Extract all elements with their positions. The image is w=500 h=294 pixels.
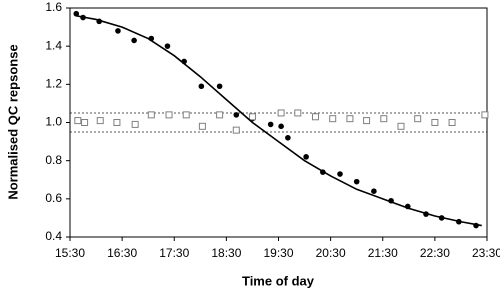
data-point xyxy=(294,109,302,117)
data-point xyxy=(113,119,121,126)
data-point xyxy=(278,123,284,130)
y-tick-label: 0.8 xyxy=(45,153,62,167)
data-point xyxy=(346,115,354,123)
y-tick-label: 1.6 xyxy=(45,0,62,14)
y-tick-label: 0.6 xyxy=(45,191,62,205)
x-tick-label: 17:30 xyxy=(159,246,189,260)
fit-line xyxy=(75,14,482,227)
y-tick-label: 0.4 xyxy=(45,229,62,243)
y-tick-label: 1.0 xyxy=(45,115,62,129)
x-tick-label: 18:30 xyxy=(211,246,241,260)
y-tick-label: 1.4 xyxy=(45,38,62,52)
x-tick-label: 16:30 xyxy=(107,246,137,260)
x-axis-label: Time of day xyxy=(242,273,315,288)
data-point xyxy=(329,115,337,123)
data-point xyxy=(337,171,343,177)
data-point xyxy=(232,126,240,134)
data-point xyxy=(380,115,388,123)
data-point xyxy=(131,120,139,128)
data-point xyxy=(165,111,173,119)
data-point xyxy=(397,122,405,130)
x-tick-label: 20:30 xyxy=(316,246,346,260)
data-point xyxy=(277,109,285,117)
data-point xyxy=(353,178,360,185)
data-point xyxy=(371,188,377,194)
data-point xyxy=(216,83,223,90)
data-point xyxy=(164,43,171,49)
x-tick-label: 23:30 xyxy=(472,246,500,260)
data-point xyxy=(448,119,456,126)
x-tick-label: 19:30 xyxy=(263,246,293,260)
data-point xyxy=(363,117,371,125)
x-tick-label: 22:30 xyxy=(420,246,450,260)
data-point xyxy=(147,111,155,119)
data-point xyxy=(303,154,309,160)
data-point xyxy=(285,134,291,141)
data-point xyxy=(481,111,489,119)
data-point xyxy=(248,113,256,121)
data-point xyxy=(198,83,205,90)
data-point xyxy=(74,117,82,125)
data-point xyxy=(73,10,80,17)
x-tick-label: 21:30 xyxy=(368,246,398,260)
data-point xyxy=(182,111,190,119)
data-point xyxy=(96,117,104,125)
data-point xyxy=(216,111,224,119)
data-point xyxy=(81,119,89,126)
data-point xyxy=(198,122,206,130)
data-point xyxy=(414,115,422,123)
data-point xyxy=(312,113,320,121)
data-point xyxy=(267,121,274,128)
data-point xyxy=(131,37,137,44)
data-point xyxy=(431,119,439,126)
data-point xyxy=(233,112,240,118)
y-axis-label: Normalised QC repsonse xyxy=(5,44,20,199)
plot-frame xyxy=(69,7,488,238)
data-point xyxy=(115,28,121,34)
x-tick-label: 15:30 xyxy=(55,246,85,260)
y-tick-label: 1.2 xyxy=(45,77,62,91)
